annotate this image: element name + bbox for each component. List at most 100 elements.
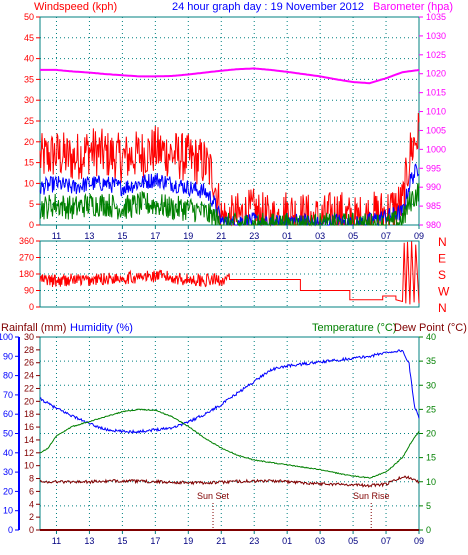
windspeed-tick-label: 30 [24, 95, 34, 105]
barometer-tick-label: 1020 [426, 69, 446, 79]
direction-letter: E [438, 252, 446, 266]
barometer-axis-title: Barometer (hpa) [373, 1, 453, 13]
barometer-tick-label: 1000 [426, 144, 446, 154]
windspeed-tick-label: 0 [29, 220, 34, 230]
barometer-tick-label: 1010 [426, 107, 446, 117]
panel3-temperature-ticks: 0 5 10 15 20 25 30 35 40 [419, 332, 436, 535]
sunset-label: Sun Set [197, 491, 230, 501]
humidity-tick-label: 30 [24, 332, 34, 342]
x-tick-label: 21 [216, 536, 226, 546]
windspeed-tick-label: 25 [24, 116, 34, 126]
panel1-grid [40, 17, 420, 225]
humidity-tick-label: 20 [24, 396, 34, 406]
temperature-tick-label: 25 [426, 404, 436, 414]
panel3-series [39, 349, 420, 531]
x-tick-label: 01 [282, 231, 292, 241]
windspeed-tick-label: 5 [29, 199, 34, 209]
temperature-tick-label: 15 [426, 453, 436, 463]
barometer-tick-label: 1035 [426, 12, 446, 22]
panel3-grid [40, 337, 420, 530]
humidity-tick-label: 22 [24, 383, 34, 393]
x-tick-label: 01 [282, 536, 292, 546]
windspeed-tick-label: 45 [24, 33, 34, 43]
direction-tick-label: 180 [19, 269, 34, 279]
direction-letter: W [438, 285, 450, 299]
temperature-tick-label: 40 [426, 332, 436, 342]
rain-tick-label: 80 [3, 371, 13, 381]
panel2-left-ticks: 0 90 180 270 360 [19, 236, 40, 312]
x-tick-label: 23 [249, 231, 259, 241]
windspeed-tick-label: 10 [24, 178, 34, 188]
humidity-tick-label: 24 [24, 371, 34, 381]
wind-direction-series-line [39, 241, 420, 305]
direction-letter: N [438, 235, 447, 249]
x-tick-label: 21 [216, 231, 226, 241]
x-tick-label: 07 [381, 536, 391, 546]
windspeed-tick-label: 50 [24, 12, 34, 22]
humidity-tick-label: 2 [29, 512, 34, 522]
humidity-tick-label: 28 [24, 345, 34, 355]
panel3-rain-ticks: 0 10 20 30 40 50 60 70 80 90 100 [0, 332, 19, 535]
x-tick-label: 03 [315, 536, 325, 546]
x-tick-label: 13 [84, 536, 94, 546]
sunrise-label: Sun Rise [353, 491, 390, 501]
x-tick-label: 09 [414, 231, 424, 241]
rain-tick-label: 30 [3, 467, 13, 477]
rain-tick-label: 0 [8, 525, 13, 535]
barometer-tick-label: 995 [426, 163, 441, 173]
x-tick-label: 15 [117, 536, 127, 546]
temperature-series-line [39, 408, 420, 479]
windspeed-tick-label: 40 [24, 54, 34, 64]
humidity-tick-label: 18 [24, 409, 34, 419]
rain-tick-label: 70 [3, 390, 13, 400]
x-tick-label: 17 [150, 231, 160, 241]
x-tick-label: 07 [381, 231, 391, 241]
barometer-tick-label: 1015 [426, 88, 446, 98]
rain-tick-label: 90 [3, 351, 13, 361]
rain-tick-label: 100 [0, 332, 13, 342]
x-tick-label: 15 [117, 231, 127, 241]
humidity-tick-label: 26 [24, 358, 34, 368]
temperature-tick-label: 30 [426, 380, 436, 390]
x-tick-label: 19 [183, 536, 193, 546]
direction-tick-label: 90 [24, 286, 34, 296]
humidity-tick-label: 10 [24, 461, 34, 471]
panel2-series [39, 241, 420, 305]
dewpoint-axis-title: Dew Point (°C) [394, 322, 467, 334]
x-tick-label: 11 [52, 536, 61, 546]
barometer-series-line [40, 67, 420, 85]
direction-tick-label: 360 [19, 236, 34, 246]
humidity-tick-label: 12 [24, 448, 34, 458]
temperature-axis-title: Temperature (°C) [312, 322, 396, 334]
x-tick-label: 03 [315, 231, 325, 241]
barometer-tick-label: 985 [426, 201, 441, 211]
temperature-tick-label: 0 [426, 525, 431, 535]
direction-tick-label: 270 [19, 253, 34, 263]
rain-tick-label: 20 [3, 486, 13, 496]
rainfall-axis-title: Rainfall (mm) [1, 322, 66, 334]
humidity-axis-title: Humidity (%) [70, 322, 133, 334]
windspeed-tick-label: 35 [24, 74, 34, 84]
direction-letter: N [438, 301, 447, 315]
barometer-tick-label: 1030 [426, 31, 446, 41]
temperature-tick-label: 5 [426, 501, 431, 511]
rain-tick-label: 60 [3, 409, 13, 419]
windspeed-min-series-line [39, 182, 420, 227]
panel1-series [39, 67, 420, 227]
rain-tick-label: 50 [3, 429, 13, 439]
panel3-x-ticks: 11 13 15 17 19 21 23 01 03 05 07 09 [52, 530, 424, 546]
x-tick-label: 09 [414, 536, 424, 546]
panel1-left-ticks: 0 5 10 15 20 25 30 35 40 45 50 [24, 12, 40, 230]
humidity-tick-label: 16 [24, 422, 34, 432]
x-tick-label: 13 [84, 231, 94, 241]
rain-tick-label: 10 [3, 506, 13, 516]
x-tick-label: 05 [348, 231, 358, 241]
barometer-tick-label: 980 [426, 220, 441, 230]
